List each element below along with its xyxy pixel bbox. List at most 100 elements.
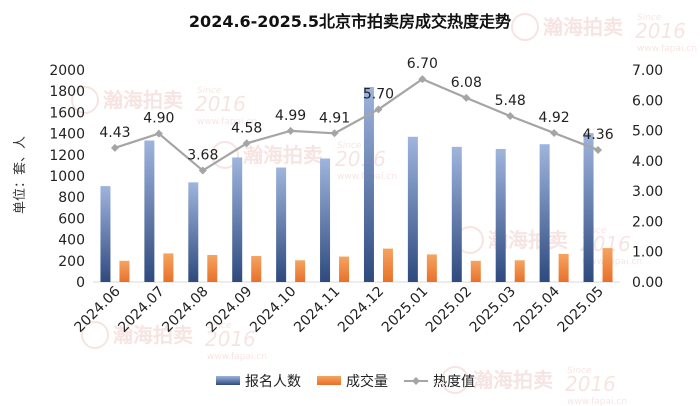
bar-deals [119,260,130,282]
watermark-group: 瀚海拍卖Since2016www.fapai.cn瀚海拍卖Since2016ww… [71,13,697,406]
watermark-site: www.fapai.cn [637,44,697,54]
y-tick-label: 200 [58,254,85,270]
y-axis-ticks: 0 200 400 600 800 1000 1200 1400 1600 1800 2000 [49,63,85,291]
watermark-since: Since [567,366,592,376]
y2-tick-label: 6.00 [632,93,663,109]
bar-registrants [451,146,462,282]
legend-label: 热度值 [433,374,475,390]
watermark-since: Since [582,226,607,236]
bar-deals [514,260,525,282]
x-tick-label: 2025.05 [555,284,607,336]
bar-registrants [363,86,374,283]
watermark-brand: 瀚海拍卖 [543,15,623,39]
y2-tick-label: 2.00 [632,214,663,230]
y-tick-label: 1400 [49,127,85,143]
heat-line [114,77,599,172]
heat-data-label: 4.99 [275,108,306,124]
y-tick-label: 1600 [49,105,85,121]
watermark-brand: 瀚海拍卖 [473,368,553,392]
y2-axis-ticks: 0.00 1.00 2.00 3.00 4.00 5.00 6.00 7.00 [632,63,663,291]
chart-title: 2024.6-2025.5北京市拍卖房成交热度走势 [189,12,511,31]
watermark-site: www.fapai.cn [207,352,267,362]
heat-point [110,143,119,152]
watermark-since: Since [337,141,362,151]
y2-tick-label: 1.00 [632,245,663,261]
heat-point [154,129,163,138]
y2-tick-label: 7.00 [632,63,663,79]
bar-deals [295,260,306,282]
y-tick-label: 0 [76,275,85,291]
heat-point [506,112,515,121]
watermark-brand: 瀚海拍卖 [103,88,183,112]
bar-registrants [232,157,243,282]
x-tick-label: 2025.02 [423,284,475,336]
heat-data-label: 6.70 [407,56,438,72]
heat-data-label: 4.91 [319,110,350,126]
heat-point [330,129,339,138]
heat-point [198,166,207,175]
heat-point [242,139,251,148]
bar-deals [382,248,393,282]
bar-registrants [495,148,506,282]
watermark-since: Since [637,13,662,23]
y-tick-label: 400 [58,233,85,249]
y-tick-label: 2000 [49,63,85,79]
legend-marker [412,377,420,385]
line-series-group: 4.43 4.90 3.68 4.58 4.99 4.91 5.70 6.70 6.08 5.48… [99,56,614,175]
heat-point [594,145,603,154]
x-tick-label: 2024.10 [247,284,299,336]
watermark-since: Since [197,86,222,96]
bar-group [100,86,613,283]
bar-registrants [188,182,199,282]
bar-deals [602,248,613,282]
bar-registrants [583,133,594,282]
bar-registrants [407,136,418,282]
bar-deals [339,256,350,282]
watermark-year: 2016 [335,147,386,171]
legend-label: 报名人数 [245,374,301,390]
legend-item: 报名人数 [216,374,301,390]
bar-registrants [100,186,111,282]
watermark-site: www.fapai.cn [567,397,627,406]
y-tick-label: 1000 [49,169,85,185]
bar-registrants [144,140,155,282]
heat-point [550,128,559,137]
heat-data-label: 4.58 [231,120,262,136]
bar-deals [470,260,481,282]
watermark-since: Since [207,321,232,331]
heat-point [462,93,471,102]
y-tick-label: 1200 [49,148,85,164]
heat-point [418,75,427,84]
bar-deals [251,256,262,282]
watermark-year: 2016 [635,19,686,43]
bar-deals [426,254,437,282]
legend-swatch [216,376,240,385]
bar-deals [207,254,218,282]
y2-tick-label: 4.00 [632,154,663,170]
legend-item: 成交量 [317,373,388,390]
heat-point [286,126,295,135]
y2-tick-label: 0.00 [632,275,663,291]
x-tick-label: 2025.04 [511,283,563,335]
watermark-year: 2016 [195,92,246,116]
heat-data-label: 4.43 [99,125,130,141]
bar-deals [163,253,174,282]
heat-data-label: 3.68 [187,148,218,164]
y-tick-label: 600 [58,211,85,227]
x-tick-label: 2025.01 [379,284,431,336]
legend-item: 热度值 [404,374,475,390]
bar-registrants [320,158,331,282]
x-tick-label: 2024.12 [335,284,387,336]
watermark-brand: 瀚海拍卖 [243,143,323,167]
heat-data-label: 4.90 [143,111,174,127]
bar-deals [558,253,569,282]
y-axis-label: 单位：套、人 [12,136,28,214]
watermark-brand: 瀚海拍卖 [113,323,193,347]
y-tick-label: 1800 [49,84,85,100]
